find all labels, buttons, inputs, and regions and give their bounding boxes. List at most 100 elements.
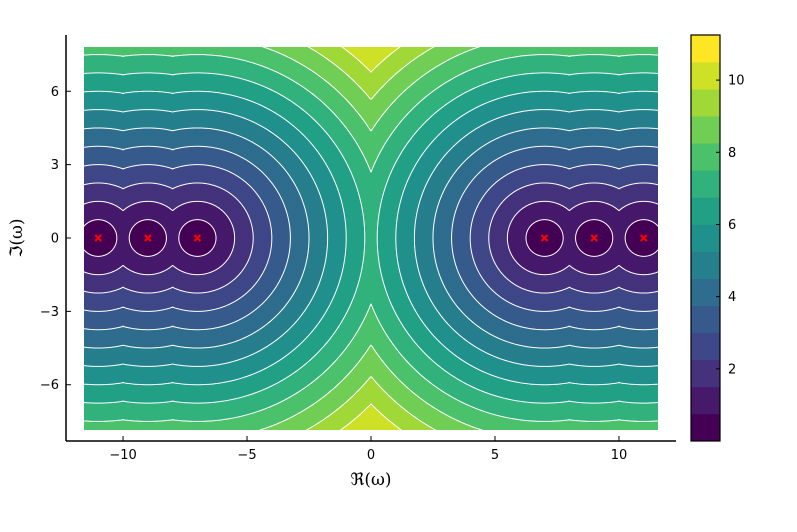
colorbar	[690, 34, 721, 442]
contour-line	[488, 182, 571, 294]
contour-line	[171, 145, 291, 331]
contour-line	[617, 145, 658, 331]
contour-line	[122, 127, 174, 349]
contour-line	[451, 145, 571, 331]
contour-line	[171, 182, 254, 294]
contour-line	[568, 164, 620, 312]
contour-line	[172, 109, 329, 367]
y-axis-title: ℑ(ω)	[7, 219, 27, 258]
contour-line	[624, 219, 658, 257]
pole-marker	[590, 234, 598, 242]
y-tick-label: −3	[40, 305, 59, 320]
y-tick-label: 6	[51, 85, 59, 100]
y-tick-label: 0	[51, 232, 59, 247]
contour-line	[432, 127, 570, 349]
colorbar-tick-label: 10	[728, 74, 745, 89]
contour-line	[413, 109, 570, 367]
contour-line	[171, 54, 372, 422]
contour-line	[128, 219, 167, 257]
y-tick-label: −6	[40, 378, 59, 393]
contour-line	[618, 109, 658, 367]
contour-line	[339, 47, 372, 430]
colorbar-frame	[690, 34, 721, 442]
contour-line	[506, 200, 570, 276]
contour-line	[567, 72, 621, 404]
contour-line	[84, 200, 124, 276]
colorbar-tick-label: 8	[728, 146, 736, 161]
contour-line	[568, 182, 620, 294]
contour-line	[370, 47, 484, 430]
colorbar-band	[691, 305, 720, 334]
x-tick-label: −5	[237, 448, 256, 463]
pole-marker	[540, 234, 549, 242]
colorbar-band	[691, 143, 720, 171]
contour-line	[370, 47, 437, 430]
colorbar-band	[691, 170, 720, 198]
contour-line	[171, 72, 366, 404]
contour-line	[84, 182, 124, 294]
contour-line	[376, 72, 571, 404]
contour-line	[618, 182, 658, 294]
contour-line	[121, 90, 174, 386]
contour-line	[395, 90, 571, 386]
contour-line	[171, 90, 347, 386]
contour-line	[122, 164, 174, 312]
contour-line	[569, 109, 620, 367]
pole-markers	[94, 234, 648, 242]
contour-line	[122, 145, 174, 331]
colorbar-band	[691, 386, 720, 415]
x-tick-label: 0	[367, 448, 375, 463]
contour-line	[469, 164, 571, 312]
contour-fill	[84, 47, 658, 430]
contour-line	[172, 127, 310, 349]
x-ticks: −10 −5 0 5 10	[109, 436, 627, 463]
contour-line	[258, 47, 372, 430]
contour-line	[370, 54, 571, 422]
contour-line	[172, 200, 236, 276]
colorbar-tick-label: 6	[728, 218, 736, 233]
contour-line	[171, 164, 273, 312]
contour-line	[370, 47, 403, 430]
contour-line	[121, 54, 174, 422]
pole-marker	[193, 234, 202, 242]
contour-line	[568, 54, 621, 422]
colorbar-band	[691, 359, 720, 388]
y-ticks: −6 −3 0 3 6	[40, 85, 71, 393]
colorbar-band	[691, 89, 720, 117]
colorbar-tick-label: 2	[728, 362, 736, 377]
colorbar-band	[691, 197, 720, 225]
x-tick-label: 5	[491, 448, 499, 463]
pole-marker	[640, 234, 648, 242]
colorbar-band	[691, 35, 720, 63]
colorbar-band	[691, 332, 720, 361]
contour-line	[84, 219, 118, 257]
colorbar-ticks: 2 4 6 8 10	[716, 74, 745, 377]
colorbar-tick-label: 4	[728, 290, 736, 305]
x-axis-title: ℜ(ω)	[351, 470, 392, 490]
colorbar-band	[691, 62, 720, 90]
contour-line	[525, 219, 564, 257]
contour-line	[568, 145, 620, 331]
colorbar-band	[691, 251, 720, 279]
contour-line	[618, 164, 658, 312]
contour-line	[618, 200, 658, 276]
contour-line	[122, 109, 173, 367]
y-tick-label: 3	[51, 158, 59, 173]
contour-line	[568, 200, 620, 276]
colorbar-band	[691, 413, 720, 442]
contour-line	[121, 72, 175, 404]
colorbar-band	[691, 224, 720, 252]
x-tick-label: 10	[611, 448, 628, 463]
colorbar-band	[691, 116, 720, 144]
pole-marker	[94, 234, 102, 242]
contour-line	[178, 219, 217, 257]
contour-line	[575, 219, 614, 257]
contour-line	[305, 47, 372, 430]
pole-marker	[144, 234, 152, 242]
x-tick-label: −10	[109, 448, 136, 463]
contour-line	[568, 127, 620, 349]
contour-lines	[0, 0, 797, 495]
contour-line	[122, 200, 174, 276]
contour-line	[568, 90, 621, 386]
